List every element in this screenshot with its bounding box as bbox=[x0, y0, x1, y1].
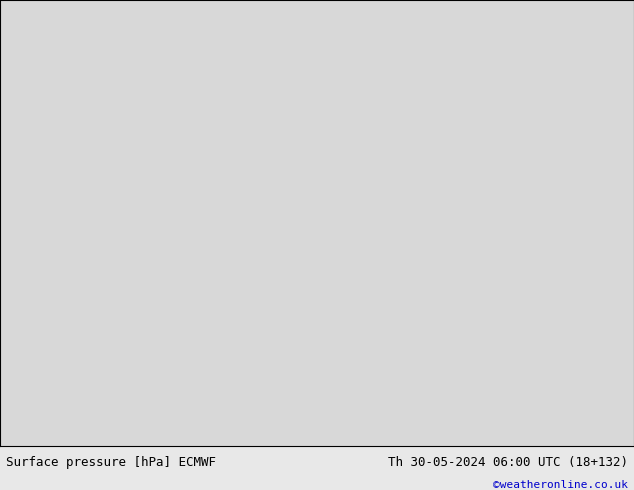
Text: Th 30-05-2024 06:00 UTC (18+132): Th 30-05-2024 06:00 UTC (18+132) bbox=[387, 456, 628, 469]
Text: Surface pressure [hPa] ECMWF: Surface pressure [hPa] ECMWF bbox=[6, 456, 216, 469]
Text: ©weatheronline.co.uk: ©weatheronline.co.uk bbox=[493, 480, 628, 490]
